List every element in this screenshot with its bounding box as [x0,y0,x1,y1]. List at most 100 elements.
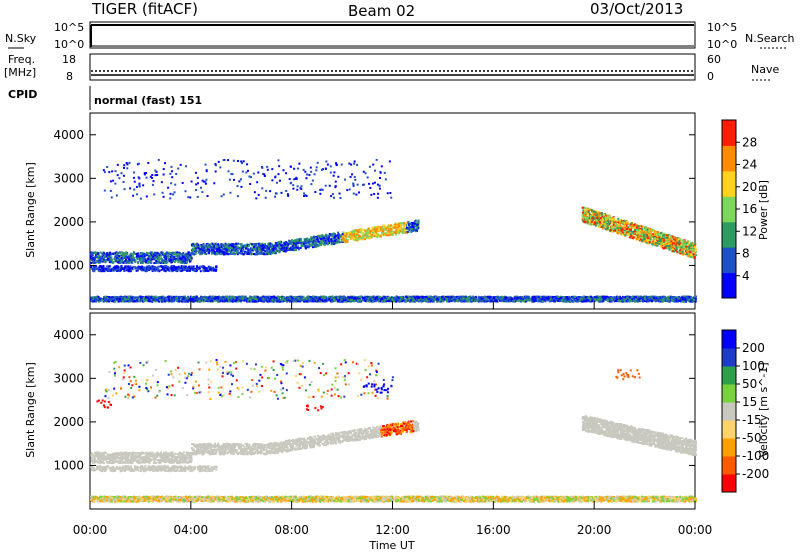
power-echo [240,243,243,246]
power-echo [394,230,397,233]
power-echo [114,252,117,255]
power-echo [151,255,154,258]
power-echo [194,247,197,250]
power-echo [598,215,601,218]
power-echo [319,237,322,240]
power-echo [111,268,114,271]
power-echo [241,245,244,248]
power-echo [107,269,110,272]
power-echo [598,221,601,224]
power-echo [107,267,110,270]
power-echo [668,248,671,251]
power-echo [155,268,158,271]
power-echo [583,214,586,217]
power-echo [124,260,127,263]
power-echo [133,252,136,255]
power-echo [91,267,94,270]
power-echo [664,241,667,244]
power-echo [224,249,227,252]
power-echo [642,234,645,237]
power-echo [650,235,653,238]
power-echo [280,244,283,247]
power-echo [196,243,199,246]
power-echo [390,230,393,233]
power-echo [115,269,118,272]
power-echo [227,250,230,253]
power-echo [662,234,665,237]
power-echo [629,230,632,233]
radar-title: TIGER (fitACF) [91,0,198,18]
power-echo [665,239,668,242]
power-echo [354,238,357,241]
nsearch-tick-bottom: 10^0 [707,38,737,51]
power-echo [200,248,203,251]
power-echo [198,248,201,251]
power-echo [217,246,220,249]
power-echo [198,265,201,268]
power-echo [105,259,108,262]
power-echo [287,243,290,246]
power-echo [641,238,644,241]
power-echo [211,246,214,249]
power-echo [372,228,375,231]
power-echo [358,237,361,240]
power-echo [106,265,109,268]
power-echo [630,233,633,236]
power-echo [149,267,152,270]
power-echo [253,253,256,256]
power-echo [256,252,259,255]
power-echo [656,233,659,236]
power-echo [259,244,262,247]
power-echo [102,259,105,262]
power-echo [642,225,645,228]
power-echo [655,243,658,246]
power-echo [236,245,239,248]
power-echo [589,218,592,221]
power-echo [274,252,277,255]
power-echo [148,254,151,257]
power-echo [582,220,585,223]
power-echo [269,248,272,251]
power-echo [600,223,603,226]
power-echo [271,244,274,247]
power-echo [176,251,179,254]
power-echo [366,235,369,238]
power-echo [180,260,183,263]
power-echo [410,231,413,234]
power-echo [612,219,615,222]
power-echo [269,242,272,245]
power-echo [347,231,350,234]
power-echo [588,208,591,211]
power-echo [92,265,95,268]
power-echo [258,243,261,246]
power-echo [271,252,274,255]
power-echo [661,244,664,247]
power-echo [312,242,315,245]
power-echo [283,250,286,253]
power-echo [269,252,272,255]
power-echo [170,258,173,261]
power-echo [417,226,420,229]
power-echo [151,265,154,268]
power-echo [146,267,149,270]
power-echo [171,259,174,262]
power-echo [611,230,614,233]
power-echo [694,248,697,251]
power-echo [651,228,654,231]
power-echo [121,251,124,254]
power-echo [584,221,587,224]
power-echo [694,254,697,257]
power-echo [299,246,302,249]
power-echo [584,215,587,218]
power-echo [322,235,325,238]
power-echo [104,261,107,264]
power-echo [284,248,287,251]
power-echo [666,241,669,244]
power-echo [106,252,109,255]
power-echo [320,234,323,237]
power-echo [366,232,369,235]
power-echo [226,251,229,254]
power-echo [244,250,247,253]
power-echo [202,250,205,253]
power-echo [176,253,179,256]
